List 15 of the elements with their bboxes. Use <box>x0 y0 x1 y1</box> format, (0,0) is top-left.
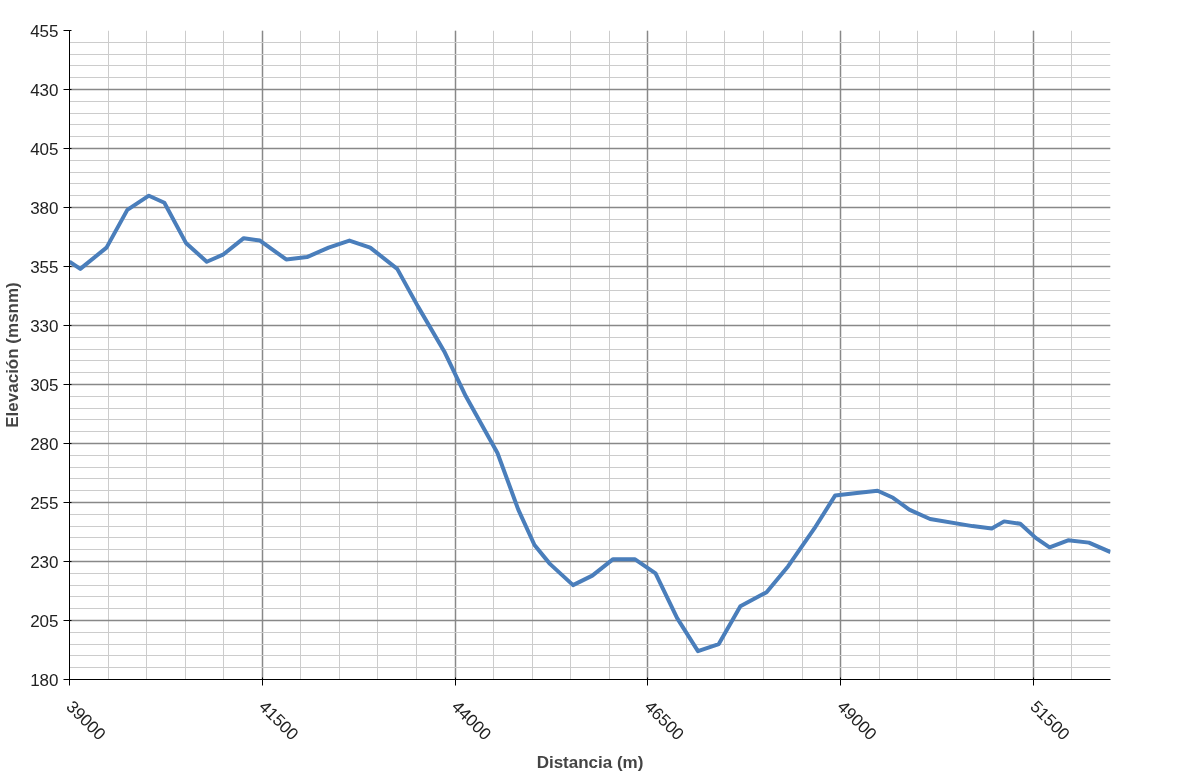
y-tick-label: 430 <box>30 80 59 100</box>
y-tick-label: 330 <box>30 316 59 336</box>
y-axis-title: Elevación (msnm) <box>3 282 23 428</box>
y-tick-label: 230 <box>30 552 59 572</box>
y-tick-label: 455 <box>30 21 59 41</box>
y-tick-label: 305 <box>30 375 59 395</box>
y-tick-label: 255 <box>30 493 59 513</box>
line-series <box>69 193 1111 654</box>
y-tick-label: 205 <box>30 611 59 631</box>
y-tick-label: 380 <box>30 198 59 218</box>
y-tick-label: 355 <box>30 257 59 277</box>
y-tick-label: 280 <box>30 434 59 454</box>
y-tick-label: 405 <box>30 139 59 159</box>
x-axis-title: Distancia (m) <box>536 753 644 773</box>
y-tick-label: 180 <box>30 670 59 690</box>
